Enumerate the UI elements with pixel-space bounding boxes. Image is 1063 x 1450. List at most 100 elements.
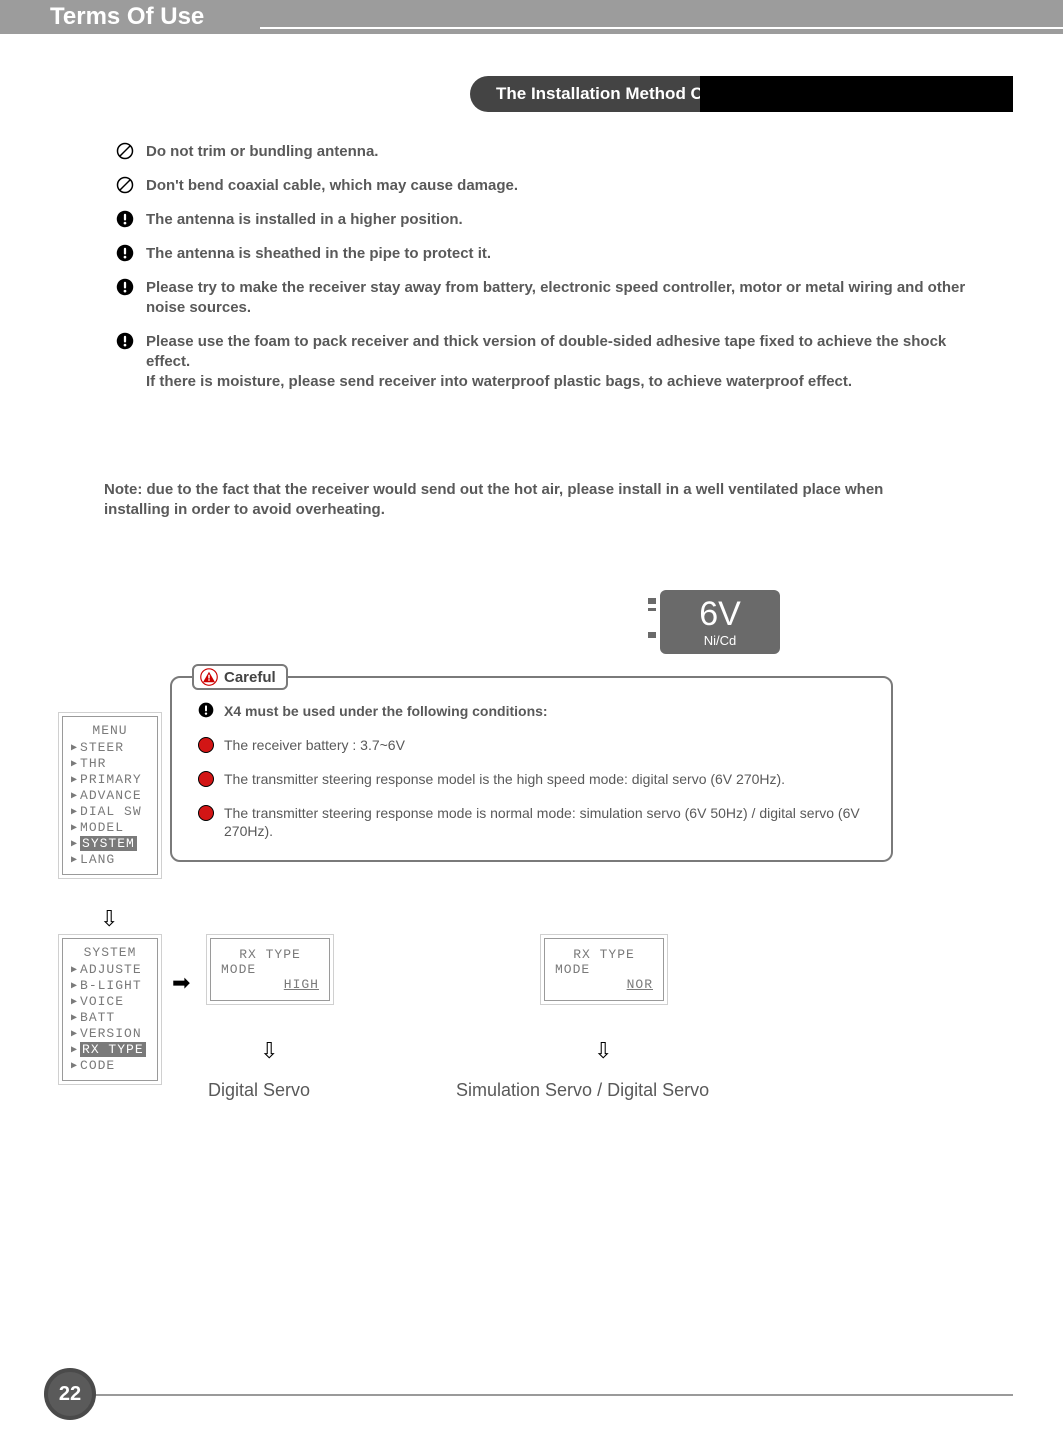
lcd-item-label: VOICE [80,994,124,1009]
system-lcd-title: SYSTEM [71,945,149,960]
servo-label-digital: Digital Servo [208,1080,310,1101]
warning-list: Do not trim or bundling antenna. Don't be… [104,142,983,406]
header-title: Terms Of Use [50,3,204,31]
exclaim-icon [104,244,146,262]
bullet-dot-icon [198,737,214,753]
lcd-item-label: DIAL SW [80,804,142,819]
lcd-item-label: PRIMARY [80,772,142,787]
triangle-icon: ▶ [71,838,78,850]
header-band: Terms Of Use [0,0,1063,34]
lcd-item-label: RX TYPE [80,1042,146,1057]
lcd-item-label: CODE [80,1058,115,1073]
warning-row: Don't bend coaxial cable, which may caus… [104,176,983,196]
lcd-item: ▶RX TYPE [71,1042,149,1057]
warning-text: The antenna is sheathed in the pipe to p… [146,244,491,264]
careful-bullet: The receiver battery : 3.7~6V [224,736,405,754]
warning-row: The antenna is sheathed in the pipe to p… [104,244,983,264]
system-lcd: SYSTEM ▶ADJUSTE▶B-LIGHT▶VOICE▶BATT▶VERSI… [62,938,158,1081]
lcd-item: ▶BATT [71,1010,149,1025]
arrow-down-icon: ⇩ [100,906,118,932]
bullet-dot-icon [198,805,214,821]
triangle-icon: ▶ [71,790,78,802]
header-rule [260,27,1063,29]
page-number: 22 [44,1368,96,1420]
lcd-item-label: ADVANCE [80,788,142,803]
battery-type: Ni/Cd [704,633,737,648]
careful-label: Careful [224,669,276,686]
exclaim-icon [104,210,146,228]
rx-mode-value: NOR [627,977,653,992]
triangle-icon: ▶ [71,822,78,834]
alert-icon [200,668,218,686]
triangle-icon: ▶ [71,1028,78,1040]
triangle-icon: ▶ [71,742,78,754]
lcd-item-label: ADJUSTE [80,962,142,977]
note-text: Note: due to the fact that the receiver … [104,480,943,520]
arrow-down-icon: ⇩ [260,1038,278,1064]
warning-text: Please try to make the receiver stay awa… [146,278,983,318]
rx-line: MODE [555,962,653,977]
arrow-down-icon: ⇩ [594,1038,612,1064]
lcd-item-label: MODEL [80,820,124,835]
prohibit-icon [104,142,146,160]
triangle-icon: ▶ [71,774,78,786]
careful-heading: X4 must be used under the following cond… [224,702,548,720]
lcd-item: ▶VOICE [71,994,149,1009]
lcd-item: ▶MODEL [71,820,149,835]
lcd-item: ▶CODE [71,1058,149,1073]
lcd-item-label: THR [80,756,106,771]
battery-box: 6V Ni/Cd [660,590,780,654]
lcd-item-label: B-LIGHT [80,978,142,993]
triangle-icon: ▶ [71,806,78,818]
triangle-icon: ▶ [71,980,78,992]
prohibit-icon [104,176,146,194]
careful-frame: Careful X4 must be used under the follow… [170,676,893,862]
warning-text: Please use the foam to pack receiver and… [146,332,983,392]
lcd-item: ▶SYSTEM [71,836,149,851]
triangle-icon: ▶ [71,758,78,770]
lcd-item-label: BATT [80,1010,115,1025]
careful-bullet: The transmitter steering response mode i… [224,804,865,840]
exclaim-icon [104,332,146,350]
triangle-icon: ▶ [71,1044,78,1056]
warning-row: Please use the foam to pack receiver and… [104,332,983,392]
lcd-item: ▶PRIMARY [71,772,149,787]
bullet-dot-icon [198,771,214,787]
menu-lcd: MENU ▶STEER▶THR▶PRIMARY▶ADVANCE▶DIAL SW▶… [62,716,158,875]
lcd-item-label: STEER [80,740,124,755]
triangle-icon: ▶ [71,1012,78,1024]
footer-rule [94,1394,1013,1396]
triangle-icon: ▶ [71,996,78,1008]
lcd-item-label: SYSTEM [80,836,137,851]
rx-line: MODE [221,962,319,977]
rx-line: RX TYPE [555,947,653,962]
rx-type-high-lcd: RX TYPE MODE HIGH [210,938,330,1001]
warning-row: Please try to make the receiver stay awa… [104,278,983,318]
careful-tab: Careful [192,664,288,690]
warning-row: The antenna is installed in a higher pos… [104,210,983,230]
battery-terminals-icon [648,596,658,640]
lcd-item: ▶STEER [71,740,149,755]
exclaim-icon [198,702,214,718]
lcd-item: ▶THR [71,756,149,771]
menu-lcd-title: MENU [71,723,149,738]
lcd-item: ▶VERSION [71,1026,149,1041]
triangle-icon: ▶ [71,1060,78,1072]
section-title-bar [700,76,1013,112]
battery-voltage: 6V [699,597,741,631]
rx-line: RX TYPE [221,947,319,962]
servo-label-simulation: Simulation Servo / Digital Servo [456,1080,709,1101]
warning-text: Do not trim or bundling antenna. [146,142,378,162]
triangle-icon: ▶ [71,854,78,866]
rx-mode-value: HIGH [284,977,319,992]
warning-text: The antenna is installed in a higher pos… [146,210,463,230]
lcd-item: ▶DIAL SW [71,804,149,819]
lcd-item-label: VERSION [80,1026,142,1041]
lcd-item: ▶ADJUSTE [71,962,149,977]
rx-type-nor-lcd: RX TYPE MODE NOR [544,938,664,1001]
lcd-item: ▶B-LIGHT [71,978,149,993]
arrow-right-icon: ➡ [172,970,190,996]
triangle-icon: ▶ [71,964,78,976]
lcd-item-label: LANG [80,852,115,867]
lcd-item: ▶ADVANCE [71,788,149,803]
